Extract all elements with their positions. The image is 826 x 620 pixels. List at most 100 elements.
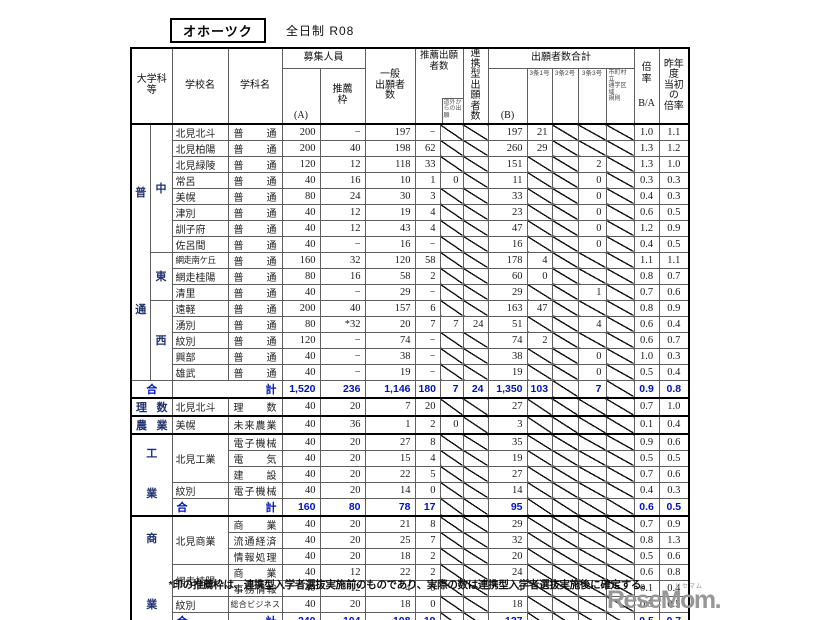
na-diagonal-cell [577,267,607,285]
value-cell: 40 [281,465,321,483]
rate-cell: 0.8 [633,531,660,549]
na-diagonal-cell [439,363,464,381]
value-cell: 0 [577,235,607,253]
value-cell: 40 [281,219,321,237]
admission-table-wrapper: 大学科等 学校名 学科名 募集人員 一般 出願者 数推薦出願者数 道外からの出願 連携型 出… [130,47,691,620]
table-row: 雄武 普通 40−19−19 0 0.5 0.4 [131,363,690,381]
value-cell: 20 [319,396,366,416]
section-label-cell: 商 業 [130,514,173,620]
value-cell: 3 [487,414,528,434]
header-cell: (B) [487,68,528,125]
department-cell: 普通 [227,363,283,381]
na-diagonal-cell [551,203,579,221]
department-cell: 普通 [227,139,283,157]
rate-cell: 0.9 [658,219,690,237]
na-diagonal-cell [439,123,464,141]
value-cell: 200 [281,299,321,317]
header-cell: 出願者数合計 [487,47,635,70]
na-diagonal-cell [551,171,579,189]
na-diagonal-cell [551,139,579,157]
value-cell: 27 [364,432,416,451]
value-cell: 7 [414,531,441,549]
rate-cell: 0.9 [633,379,660,398]
value-cell: 40 [281,235,321,253]
na-diagonal-cell [462,331,489,349]
header-cell: 学科名 [227,47,283,125]
value-cell: 12 [319,219,366,237]
na-diagonal-cell [577,331,607,349]
value-cell: 151 [487,155,528,173]
na-diagonal-cell [526,514,553,533]
value-cell: 4 [414,449,441,467]
na-diagonal-cell [551,379,579,398]
department-cell: 普通 [227,331,283,349]
section-label-cell: 普 通 [130,123,151,381]
na-diagonal-cell [551,465,579,483]
value-cell: 6 [414,299,441,317]
table-row: 普 通中北見北斗 普通 200−197−197 21 1.0 1.1 [130,123,690,381]
value-cell: 236 [319,379,366,398]
na-diagonal-cell [605,414,635,434]
value-cell: 20 [319,465,366,483]
na-diagonal-cell [605,283,635,301]
value-cell: 104 [319,611,366,620]
value-cell: 74 [487,331,528,349]
na-diagonal-cell [551,267,579,285]
rate-cell: 0.4 [658,315,690,333]
header-cell: 3条1号 [526,68,553,125]
value-cell: 2 [414,414,441,434]
table-row: 湧別 普通 80 *32 20 7 7 24 51 4 0.6 0.4 [131,315,690,333]
value-cell: 18 [364,547,416,565]
system-label: 全日制 R08 [286,24,355,38]
section-label-cell: 東 [149,251,173,301]
section-label-cell: 農業 [130,414,173,434]
rate-cell: 0.4 [658,363,690,381]
value-cell: 0 [526,267,553,285]
total-cell: 合 [171,611,229,620]
na-diagonal-cell [462,531,489,549]
na-diagonal-cell [439,139,464,157]
na-diagonal-cell [605,315,635,333]
na-diagonal-cell [462,514,489,533]
admission-table: 大学科等 学校名 学科名 募集人員 一般 出願者 数推薦出願者数 道外からの出願 連携型 出… [130,47,691,620]
value-cell: 19 [414,611,441,620]
value-cell: 0 [439,414,464,434]
value-cell: 0 [577,171,607,189]
rate-cell: 0.4 [633,481,660,499]
value-cell: 1 [364,414,416,434]
header-cell: 推薦 枠 [319,68,366,125]
rate-cell: 0.7 [658,331,690,349]
value-cell: 47 [487,219,528,237]
value-cell: 30 [364,187,416,205]
na-diagonal-cell [439,497,464,516]
table-row: 合計240104108191270.50.7 [131,611,690,620]
value-cell: 40 [281,363,321,381]
header-cell: 倍率 B/A [633,47,660,125]
rate-cell: 1.0 [633,123,660,141]
school-name-cell: 常呂 [171,171,229,189]
na-diagonal-cell [439,595,464,613]
rate-cell: 1.3 [658,531,690,549]
value-cell: 29 [364,283,416,301]
na-diagonal-cell [462,171,489,189]
na-diagonal-cell [439,299,464,317]
na-diagonal-cell [526,283,553,301]
na-diagonal-cell [526,449,553,467]
rate-cell: 0.8 [633,267,660,285]
rate-cell: 0.3 [658,347,690,365]
table-row: 事務情報 40 12 4 0 4 0.1 0.4 [131,579,690,597]
na-diagonal-cell [462,465,489,483]
na-diagonal-cell [439,347,464,365]
department-cell: 電子機械 [227,432,283,451]
value-cell: 120 [281,331,321,349]
value-cell: − [319,331,366,349]
value-cell: − [319,283,366,301]
value-cell: 260 [487,139,528,157]
na-diagonal-cell [605,363,635,381]
table-row: 流通経済 40 20 25 7 32 0.8 1.3 [131,531,690,549]
value-cell: 36 [319,414,366,434]
table-row: 訓子府 普通 40 12 43 4 47 0 1.2 0.9 [131,219,690,237]
value-cell: 60 [487,267,528,285]
na-diagonal-cell [605,449,635,467]
na-diagonal-cell [462,299,489,317]
